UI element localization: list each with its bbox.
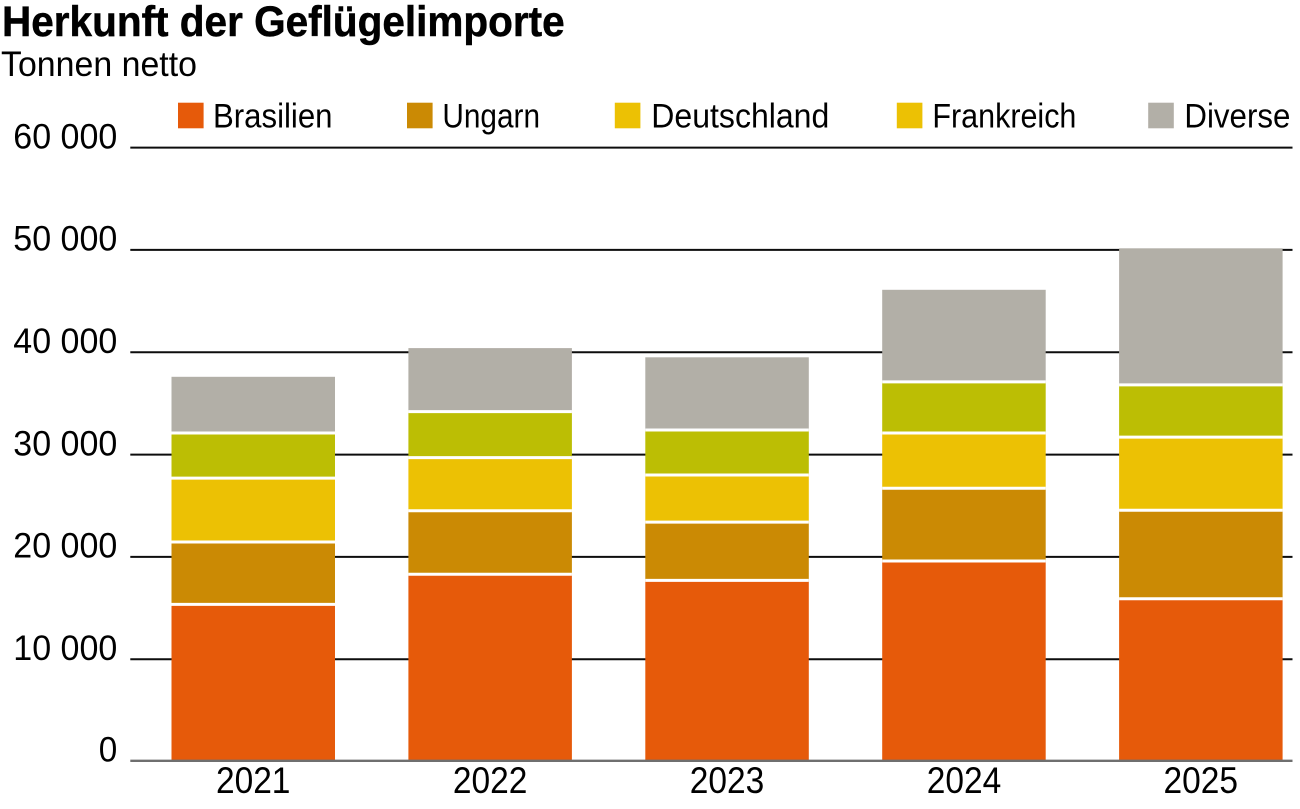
svg-text:Diverse: Diverse [1184,98,1290,136]
svg-text:2024: 2024 [927,760,1002,801]
svg-text:Herkunft der Geflügelimporte: Herkunft der Geflügelimporte [2,0,565,46]
svg-text:Brasilien: Brasilien [213,98,333,136]
svg-text:0: 0 [99,731,118,770]
svg-text:Frankreich: Frankreich [932,98,1076,136]
svg-text:60 000: 60 000 [13,117,117,156]
svg-text:2022: 2022 [453,760,528,801]
svg-text:40 000: 40 000 [13,322,117,361]
svg-text:50 000: 50 000 [13,220,117,259]
svg-text:Deutschland: Deutschland [651,98,829,136]
svg-text:20 000: 20 000 [13,527,117,566]
svg-text:Ungarn: Ungarn [442,98,540,136]
svg-text:2021: 2021 [216,760,291,801]
svg-text:30 000: 30 000 [13,424,117,463]
svg-text:2025: 2025 [1164,760,1239,801]
svg-text:10 000: 10 000 [13,629,117,668]
svg-text:2023: 2023 [690,760,765,801]
svg-text:Tonnen netto: Tonnen netto [1,44,197,84]
